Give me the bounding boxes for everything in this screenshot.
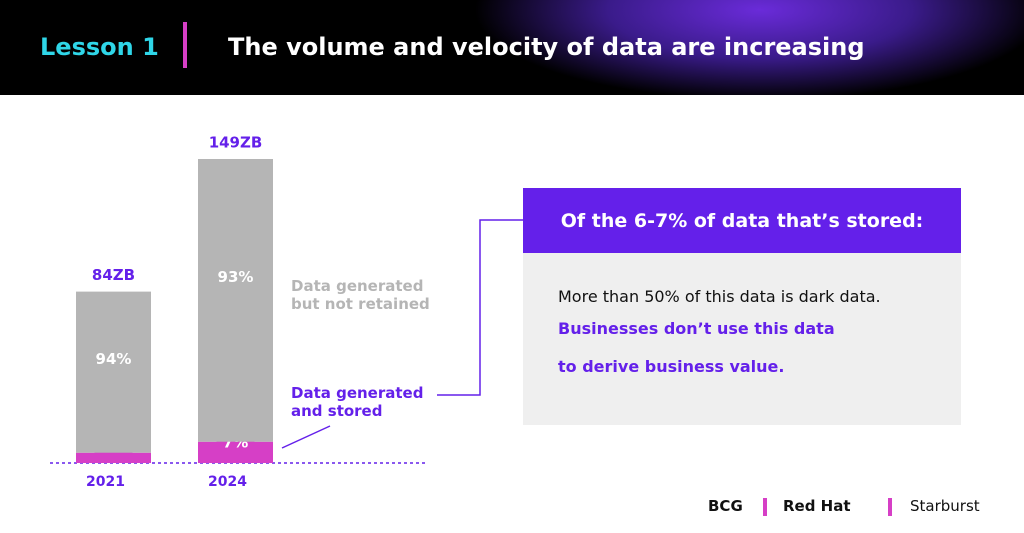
segment-label: 93%: [218, 268, 254, 286]
callout-emphasis: to derive business value.: [558, 357, 785, 376]
callout-emphasis: Businesses don’t use this data: [558, 319, 835, 338]
logo-separator: [888, 498, 892, 516]
legend-not-retained: Data generated but not retained: [291, 277, 430, 313]
page-title: The volume and velocity of data are incr…: [228, 33, 865, 61]
logo-separator: [763, 498, 767, 516]
segment-label: 94%: [96, 350, 132, 368]
logo-starburst: Starburst: [910, 497, 980, 515]
pointer: [281, 425, 331, 449]
legend-stored: Data generated and stored: [291, 384, 424, 420]
header: Lesson 1 The volume and velocity of data…: [0, 0, 1024, 95]
callout-title: Of the 6-7% of data that’s stored:: [523, 188, 961, 253]
lesson-label: Lesson 1: [40, 33, 159, 61]
logo-bcg: BCG: [708, 497, 743, 515]
bar-segment: [76, 452, 151, 463]
callout-text: More than 50% of this data is dark data.: [558, 287, 881, 306]
bar-segment: [198, 441, 273, 463]
callout-body: More than 50% of this data is dark data.…: [523, 253, 961, 425]
divider: [183, 22, 187, 68]
logo-redhat: Red Hat: [783, 497, 851, 515]
bar-segment: [76, 291, 151, 453]
bar-segment: [198, 159, 273, 442]
x-tick-label: 2024: [208, 474, 247, 490]
connector: [437, 219, 523, 396]
total-label: 149ZB: [209, 134, 263, 152]
total-label: 84ZB: [92, 266, 135, 284]
x-tick-label: 2021: [86, 474, 125, 490]
